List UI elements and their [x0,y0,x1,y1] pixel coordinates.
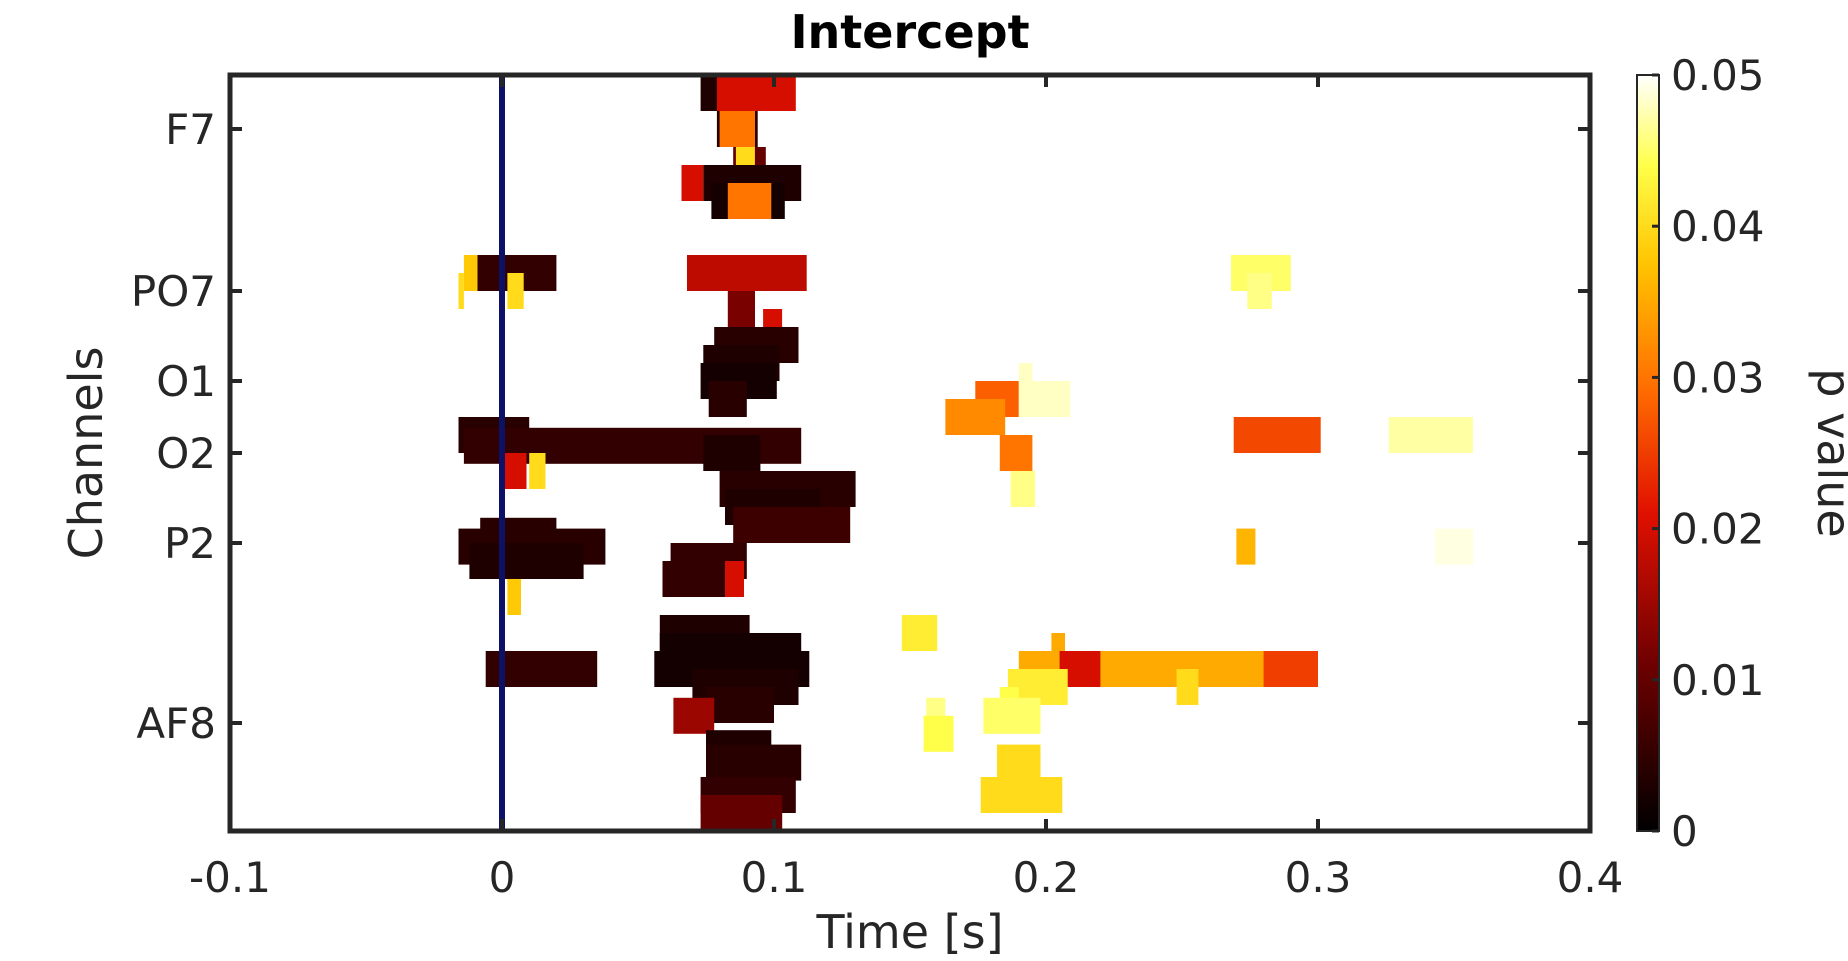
colorbar [1636,74,1660,832]
heatmap-cell [983,697,1041,734]
colorbar-tick-label: 0 [1671,807,1698,856]
heatmap-cell [1018,381,1071,417]
heatmap-cell [901,615,938,651]
heatmap-cell [1176,669,1199,705]
chart-title: Intercept [790,5,1029,59]
x-tick-label: 0 [489,853,516,902]
x-tick-label: 0.2 [1013,853,1080,902]
heatmap-cell [733,507,851,543]
heatmap-cell [463,255,478,291]
x-tick-label: 0.3 [1285,853,1352,902]
heatmap-cell [727,183,772,219]
plot-area [230,75,1590,831]
colorbar-tick-label: 0.01 [1671,656,1765,705]
heatmap-cell [507,273,524,309]
x-tick-label: 0.4 [1557,853,1624,902]
heatmap-cell [1388,417,1473,453]
colorbar-tick-label: 0.02 [1671,505,1765,554]
heatmap-cell [469,543,584,579]
x-tick-label: 0.1 [741,853,808,902]
heatmap-cell [529,453,546,489]
colorbar-tick-label: 0.04 [1671,202,1765,251]
heatmap-cell [1233,417,1321,453]
heatmap-cell [997,744,1041,781]
heatmap-cell [1010,471,1036,507]
heatmap-cell [727,291,755,327]
heatmap-cell [1435,528,1474,565]
colorbar-ticks: 0 0.01 0.02 0.03 0.04 0.05 [1652,51,1765,856]
heatmap-cell [1247,273,1272,309]
heatmap-cell [504,453,527,489]
heatmap-cell [923,715,954,752]
heatmap-cell [1263,651,1318,687]
heatmap-cell [507,579,521,615]
heatmap-cell [700,795,783,831]
heatmap-cell [673,697,715,734]
x-axis-ticks: -0.1 0 0.1 0.2 0.3 0.4 [189,75,1623,902]
heatmap-cell [716,75,796,111]
colorbar-label: p value [1807,368,1848,537]
heatmap-cell [980,777,1063,813]
y-tick-label: O2 [156,429,216,478]
heatmap-cell [687,255,807,291]
heatmap-cell [999,435,1033,471]
heatmap-cell [725,561,744,597]
heatmap-cell [458,273,464,309]
heatmap-cell [708,381,747,417]
heatmap-cell [706,687,774,723]
colorbar-tick-label: 0.05 [1671,51,1765,100]
heatmap-cell [662,561,726,597]
heatmap-cell [1236,528,1256,565]
colorbar-tick-label: 0.03 [1671,353,1765,402]
y-axis-ticks: F7 PO7 O1 O2 P2 AF8 [131,105,1590,748]
heatmap-cell [681,165,704,201]
y-tick-label: AF8 [136,699,216,748]
x-axis-label: Time [s] [815,905,1003,959]
y-tick-label: O1 [156,357,216,406]
heatmap-cell [719,111,755,147]
y-axis-label: Channels [59,347,113,560]
y-tick-label: P2 [164,519,216,568]
y-tick-label: F7 [165,105,216,154]
heatmap-cell [703,435,761,471]
y-tick-label: PO7 [131,267,216,316]
heatmap-cell [945,399,1006,435]
x-tick-label: -0.1 [189,853,271,902]
